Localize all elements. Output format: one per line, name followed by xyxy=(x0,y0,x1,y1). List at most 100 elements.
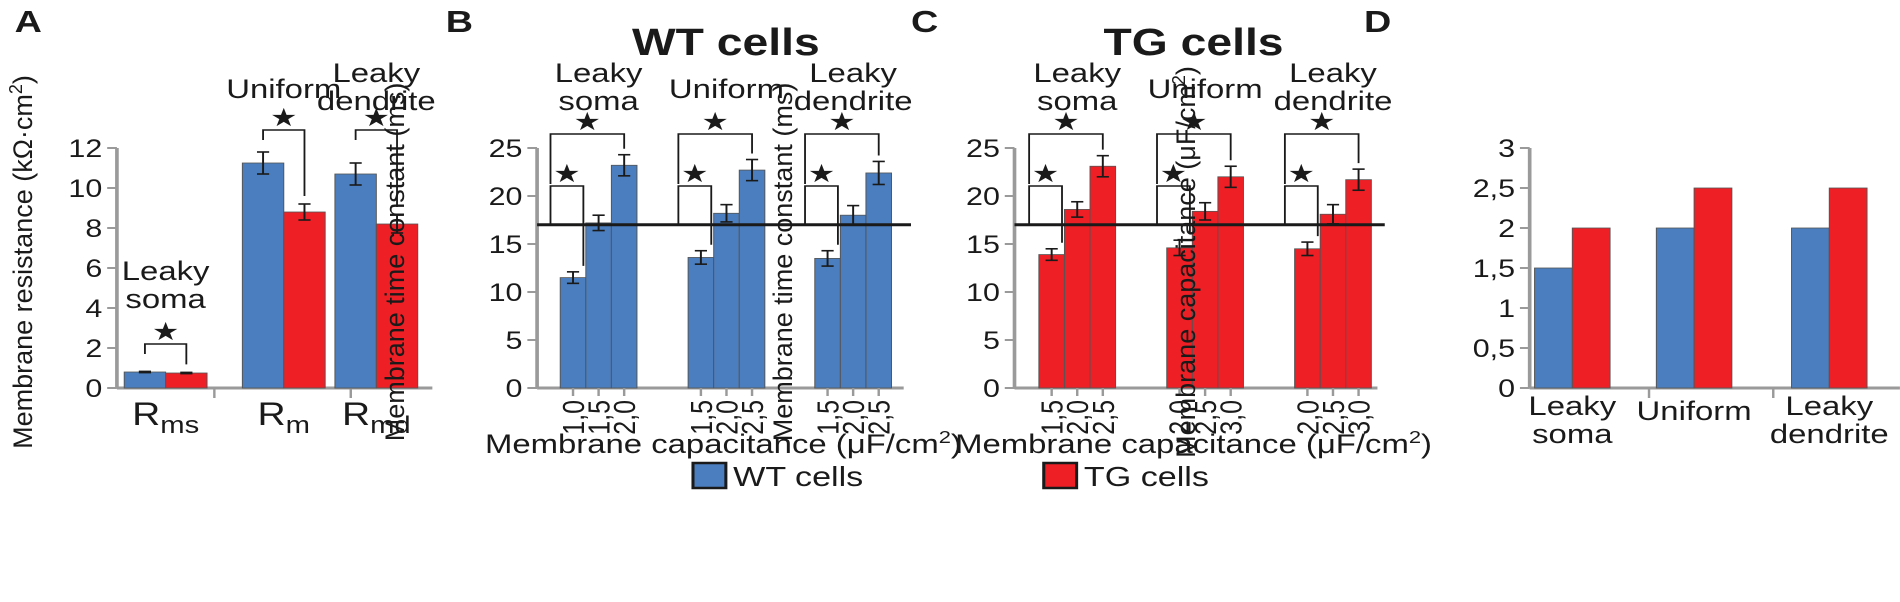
significance-bracket-inner: ★ xyxy=(1283,160,1319,237)
significance-bracket-line xyxy=(354,129,398,207)
significance-star: ★ xyxy=(1180,108,1207,136)
x-tick-label: 2,5 xyxy=(1189,400,1223,435)
y-tick-label: 15 xyxy=(489,231,523,259)
x-tick-label: 2,0 xyxy=(1291,400,1325,435)
error-bar xyxy=(1071,200,1084,218)
x-tick-label: 3,0 xyxy=(1342,400,1376,435)
y-tick-label: 1 xyxy=(1498,295,1515,323)
y-tick-label: 2 xyxy=(85,335,102,363)
bar xyxy=(1166,247,1193,389)
legend-swatch-wt xyxy=(691,461,728,490)
significance-bracket-line xyxy=(677,133,753,184)
x-tick-label: 2,5 xyxy=(736,400,770,435)
bar-wt xyxy=(1655,227,1695,389)
group-annotation: dendrite xyxy=(317,87,436,117)
error-bar xyxy=(349,162,362,186)
bar-tg xyxy=(375,223,419,389)
significance-star: ★ xyxy=(1308,108,1335,136)
y-tick-label: 1,5 xyxy=(1473,255,1515,283)
y-tick-label: 25 xyxy=(966,135,1000,163)
y-axis-label: Membrane capacitance (μF/cm2) xyxy=(1169,66,1201,458)
significance-star: ★ xyxy=(574,108,601,136)
error-bar xyxy=(720,203,733,223)
group-m: ★ Rm Uniform xyxy=(226,75,341,439)
significance-star: ★ xyxy=(808,160,835,188)
error-bar xyxy=(256,151,270,175)
group-annotation: Leaky xyxy=(122,257,210,287)
error-bar xyxy=(566,271,580,285)
group-annotation: dendrite xyxy=(794,87,913,117)
bar-tg xyxy=(283,211,326,389)
y-tick-label: 12 xyxy=(68,135,102,163)
x-tick-label: 2,0 xyxy=(1061,400,1095,435)
significance-bracket: ★ xyxy=(144,318,188,365)
bar xyxy=(1345,179,1372,389)
y-tick-label: 0 xyxy=(506,375,523,403)
x-tick-label: 1,0 xyxy=(557,400,591,435)
x-tick-label: 2,0 xyxy=(608,400,642,435)
error-bar xyxy=(1199,201,1212,221)
x-category-label: Uniform xyxy=(1637,397,1752,427)
x-category-label: Rmd xyxy=(342,396,411,438)
panel-label-c: C xyxy=(911,5,938,39)
significance-star: ★ xyxy=(1032,160,1059,188)
bar-wt xyxy=(123,371,167,389)
panel-b: B WT cells05101520251,01,52,0★★Leakysoma1… xyxy=(446,5,962,459)
error-bar xyxy=(745,158,759,182)
chart-title: WT cells xyxy=(632,21,820,63)
y-axis-label: Membrane resistance (kΩ·cm2) xyxy=(6,75,38,449)
y-tick-label: 5 xyxy=(983,327,1000,355)
significance-bracket-inner: ★ xyxy=(1156,160,1191,235)
group-1: 1,52,02,5 ★ ★ Uniform xyxy=(669,75,784,435)
significance-star: ★ xyxy=(828,108,855,136)
y-tick-label: 0 xyxy=(983,375,1000,403)
x-category-label: Leaky xyxy=(1528,392,1616,422)
x-tick-label: 2,5 xyxy=(1086,400,1120,435)
group-annotation: Uniform xyxy=(1148,75,1263,105)
significance-bracket-outer: ★ xyxy=(804,108,880,184)
chart-title: TG cells xyxy=(1104,21,1284,63)
y-tick-label: 15 xyxy=(966,231,1000,259)
legend-swatch-tg xyxy=(1042,461,1079,490)
group-annotation: Uniform xyxy=(669,75,784,105)
bar-wt xyxy=(1534,267,1573,389)
bar xyxy=(1217,176,1244,389)
bar-wt xyxy=(334,173,377,389)
y-tick-label: 0,5 xyxy=(1473,335,1515,363)
bar xyxy=(865,172,892,389)
y-tick-label: 5 xyxy=(506,327,523,355)
significance-bracket-line xyxy=(1028,133,1104,184)
bar xyxy=(1089,165,1117,389)
bar xyxy=(1038,254,1065,389)
x-tick-label: 1,5 xyxy=(811,400,845,435)
bar xyxy=(1063,209,1091,389)
significance-bracket-outer: ★ xyxy=(1156,108,1232,184)
significance-bracket-line xyxy=(1156,185,1191,235)
panel-label-a: A xyxy=(15,5,42,39)
error-bar xyxy=(1301,241,1314,257)
x-category-label: dendrite xyxy=(1770,420,1889,450)
error-bar xyxy=(138,370,152,374)
y-tick-label: 0 xyxy=(85,375,102,403)
bar xyxy=(585,222,612,389)
bar xyxy=(738,169,766,389)
legend-label-wt: WT cells xyxy=(733,461,863,492)
significance-bracket-outer: ★ xyxy=(677,108,753,184)
y-axis-label: Membrane time constant (ms) xyxy=(380,83,410,442)
x-category-label: Rm xyxy=(258,396,310,438)
y-axis-label: Membrane time constant (ms) xyxy=(768,83,798,442)
group-annotation: soma xyxy=(125,285,206,315)
significance-bracket-inner: ★ xyxy=(804,160,839,245)
error-bar xyxy=(694,249,707,265)
y-tick-label: 2 xyxy=(1498,215,1515,243)
group-annotation: dendrite xyxy=(1274,87,1393,117)
significance-star: ★ xyxy=(270,104,297,132)
group-annotation: soma xyxy=(558,87,639,117)
y-tick-label: 3 xyxy=(1498,135,1515,163)
y-tick-label: 10 xyxy=(68,175,102,203)
legend: WT cells TG cells xyxy=(691,461,1209,492)
significance-bracket: ★ xyxy=(354,104,398,207)
